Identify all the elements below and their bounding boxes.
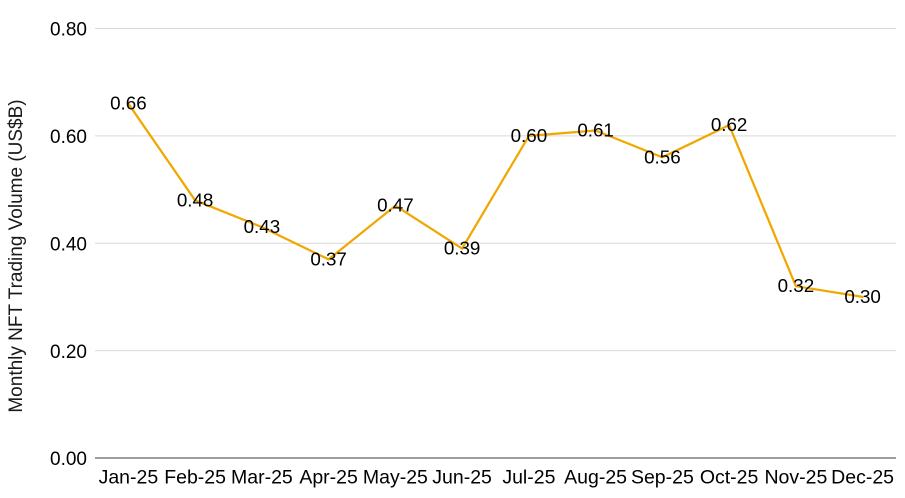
svg-text:Jul-25: Jul-25 — [502, 467, 555, 489]
svg-text:0.48: 0.48 — [177, 189, 214, 210]
svg-text:0.56: 0.56 — [644, 146, 681, 167]
svg-text:0.80: 0.80 — [50, 20, 87, 41]
svg-text:May-25: May-25 — [363, 467, 428, 489]
svg-text:0.32: 0.32 — [778, 275, 815, 296]
svg-text:Dec-25: Dec-25 — [831, 467, 894, 489]
svg-text:0.20: 0.20 — [50, 342, 87, 363]
svg-text:Jan-25: Jan-25 — [99, 467, 159, 489]
svg-text:Aug-25: Aug-25 — [564, 467, 627, 489]
svg-text:0.60: 0.60 — [50, 127, 87, 148]
svg-text:0.39: 0.39 — [444, 238, 481, 259]
svg-text:Feb-25: Feb-25 — [164, 467, 226, 489]
svg-text:Jun-25: Jun-25 — [432, 467, 492, 489]
svg-text:0.00: 0.00 — [50, 449, 87, 470]
svg-text:0.62: 0.62 — [711, 114, 748, 135]
svg-text:Oct-25: Oct-25 — [700, 467, 759, 489]
svg-text:0.40: 0.40 — [50, 234, 87, 255]
svg-text:Sep-25: Sep-25 — [631, 467, 694, 489]
svg-text:0.61: 0.61 — [577, 120, 614, 141]
svg-text:Nov-25: Nov-25 — [764, 467, 827, 489]
svg-text:0.37: 0.37 — [310, 248, 347, 269]
svg-text:0.47: 0.47 — [377, 195, 414, 216]
svg-text:0.60: 0.60 — [511, 125, 548, 146]
svg-text:0.43: 0.43 — [244, 216, 281, 237]
svg-text:0.30: 0.30 — [844, 286, 881, 307]
svg-text:Mar-25: Mar-25 — [231, 467, 293, 489]
svg-text:Apr-25: Apr-25 — [299, 467, 358, 489]
svg-text:0.66: 0.66 — [110, 93, 147, 114]
